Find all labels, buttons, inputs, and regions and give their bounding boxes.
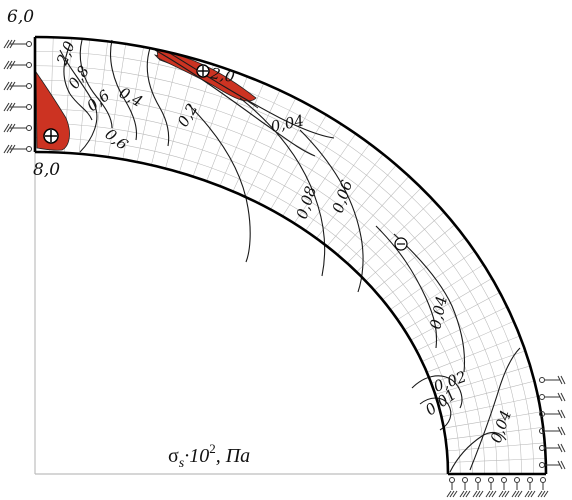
caption-multiplier: ·10 [184, 445, 209, 467]
caption-exponent: 2 [209, 441, 216, 456]
caption-symbol: σ [168, 445, 179, 467]
isoline-label-2-0-b: 2,0 [208, 64, 236, 86]
negative-sign-marker [394, 237, 408, 251]
arch-body [35, 37, 546, 474]
caption-subscript: s [179, 456, 185, 471]
stress-contours [59, 39, 521, 473]
left-support [3, 39, 566, 470]
figure-caption: σs·102, Па [168, 441, 250, 471]
positive-sign-marker-left [43, 128, 59, 144]
corner-label-top-left: 6,0 [7, 7, 34, 27]
corner-label-inner-left: 8,0 [33, 160, 60, 180]
red-zone-left [35, 70, 70, 151]
arch-boundary [33, 35, 548, 476]
reference-axes [34, 152, 448, 475]
bottom-support [446, 477, 549, 498]
caption-unit: , Па [216, 445, 250, 467]
positive-sign-marker-top [196, 64, 210, 78]
